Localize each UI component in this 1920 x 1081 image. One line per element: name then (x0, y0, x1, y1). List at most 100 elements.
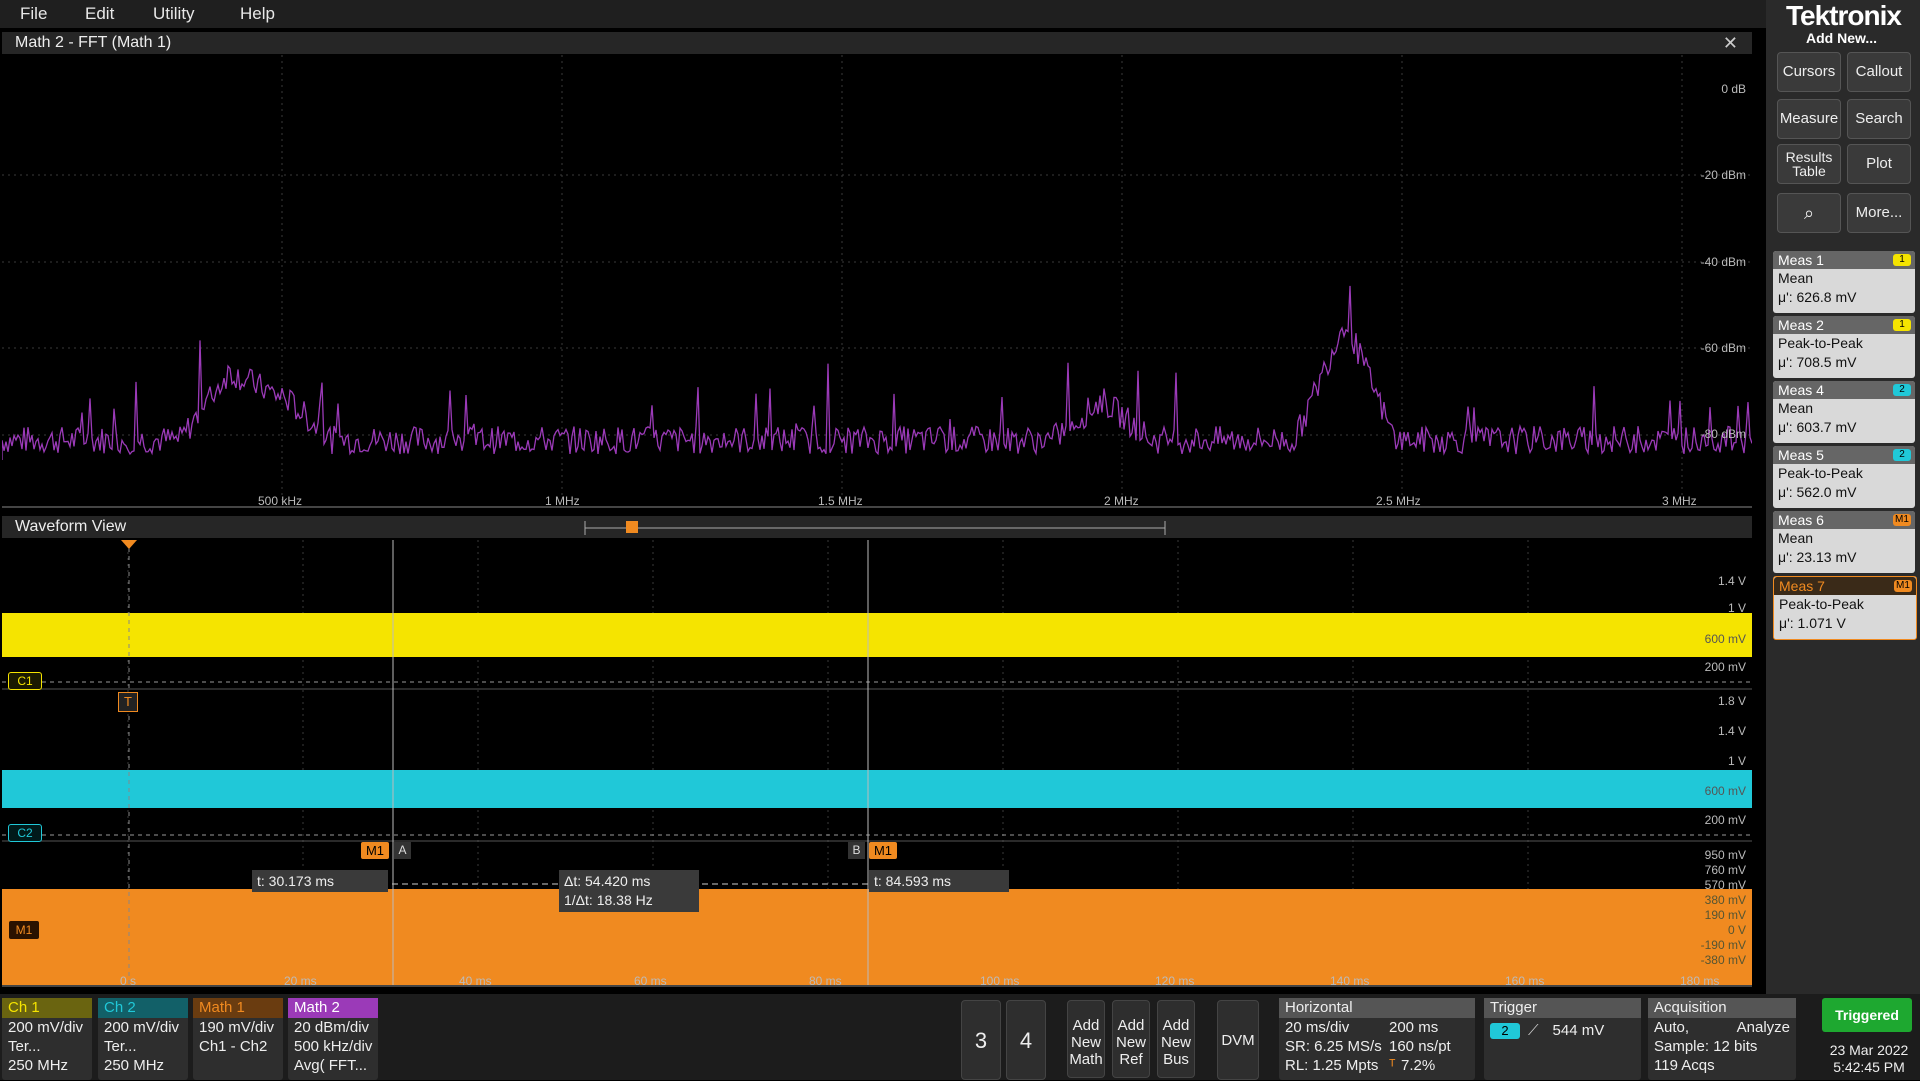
meas-5-name: Meas 5 (1778, 447, 1824, 463)
trigger-badge[interactable]: Trigger 2 ⟋ 544 mV (1484, 998, 1641, 1080)
m1-tag[interactable]: M1 (8, 920, 40, 940)
add-new-bus-button[interactable]: Add New Bus (1157, 1000, 1195, 1078)
add-math-l3: Math (1069, 1051, 1103, 1068)
ch1-ylabel-0: 1.4 V (1717, 574, 1746, 588)
meas-4-badge[interactable]: Meas 4 2 Mean μ': 603.7 mV (1773, 381, 1915, 443)
channel-4-button[interactable]: 4 (1006, 1000, 1046, 1080)
meas-1-source: 1 (1893, 254, 1911, 266)
ch1-badge-name: Ch 1 (2, 998, 92, 1018)
math1-badge-expr: Ch1 - Ch2 (199, 1038, 268, 1055)
meas-6-type: Mean (1778, 530, 1814, 546)
ch1-badge[interactable]: Ch 1 200 mV/div Ter... 250 MHz (2, 998, 92, 1080)
math2-badge-scale: 20 dBm/div (294, 1019, 370, 1036)
menu-help[interactable]: Help (240, 4, 275, 23)
ch2-ylabel-0: 1.8 V (1717, 694, 1746, 708)
measure-button[interactable]: Measure (1777, 99, 1841, 139)
horizontal-scale: 20 ms/div (1285, 1019, 1350, 1036)
fft-xlabel-5: 3 MHz (1662, 494, 1697, 508)
m1-ylabel-7: -380 mV (1700, 953, 1746, 967)
meas-1-type: Mean (1778, 270, 1814, 286)
waveform-plot[interactable] (2, 540, 1752, 992)
fft-ylabel-3: -60 dBm (1700, 341, 1746, 355)
close-icon[interactable]: ✕ (1722, 33, 1738, 53)
waveform-title: Waveform View (15, 518, 127, 535)
ch1-tag[interactable]: C1 (8, 672, 42, 690)
zoom-button[interactable]: ⌕ (1777, 193, 1841, 233)
ch2-badge-bw: 250 MHz (104, 1057, 165, 1074)
wave-xlabel-3: 60 ms (634, 974, 667, 988)
math2-badge-name: Math 2 (288, 998, 378, 1018)
ch1-badge-bw: 250 MHz (8, 1057, 69, 1074)
math1-badge[interactable]: Math 1 190 mV/div Ch1 - Ch2 (193, 998, 283, 1080)
wave-xlabel-5: 100 ms (980, 974, 1020, 988)
fft-xlabel-1: 1 MHz (545, 494, 580, 508)
callout-button[interactable]: Callout (1847, 52, 1911, 92)
math2-badge-expr: Avg( FFT... (294, 1057, 368, 1074)
more-button[interactable]: More... (1847, 193, 1911, 233)
m1-ylabel-4: 190 mV (1704, 908, 1746, 922)
cursors-button[interactable]: Cursors (1777, 52, 1841, 92)
add-ref-l3: Ref (1119, 1051, 1143, 1068)
horizontal-duration: 200 ms (1389, 1019, 1439, 1036)
math2-badge[interactable]: Math 2 20 dBm/div 500 kHz/div Avg( FFT..… (288, 998, 378, 1080)
meas-5-source: 2 (1893, 449, 1911, 461)
cursor-a-label[interactable]: A (394, 842, 411, 859)
wave-xlabel-9: 180 ms (1680, 974, 1720, 988)
meas-5-type: Peak-to-Peak (1778, 465, 1863, 481)
meas-6-name: Meas 6 (1778, 512, 1824, 528)
meas-2-badge[interactable]: Meas 2 1 Peak-to-Peak μ': 708.5 mV (1773, 316, 1915, 378)
add-ref-l1: Add (1117, 1017, 1145, 1034)
trigger-level: 544 mV (1552, 1022, 1605, 1039)
ch1-badge-term: Ter... (8, 1038, 41, 1055)
meas-2-name: Meas 2 (1778, 317, 1824, 333)
search-button[interactable]: Search (1847, 99, 1911, 139)
fft-ylabel-1: -20 dBm (1700, 168, 1746, 182)
cursor-b-label[interactable]: B (848, 842, 865, 859)
ch2-tag[interactable]: C2 (8, 824, 42, 842)
ch1-ylabel-2: 600 mV (1704, 632, 1746, 646)
dvm-button[interactable]: DVM (1217, 1000, 1259, 1080)
trigger-tag[interactable]: T (118, 692, 138, 712)
horizontal-badge[interactable]: Horizontal 20 ms/div 200 ms SR: 6.25 MS/s… (1279, 998, 1475, 1080)
acquisition-sample: Sample: 12 bits (1654, 1038, 1758, 1055)
wave-xlabel-6: 120 ms (1155, 974, 1195, 988)
waveform-panel-header[interactable]: Waveform View (2, 516, 1752, 538)
inverse-delta-t: 1/Δt: 18.38 Hz (564, 892, 653, 908)
meas-6-badge[interactable]: Meas 6 M1 Mean μ': 23.13 mV (1773, 511, 1915, 573)
trigger-title: Trigger (1484, 998, 1641, 1018)
math1-badge-scale: 190 mV/div (199, 1019, 275, 1036)
cursor-a-m1-tag: M1 (361, 842, 389, 859)
add-new-ref-button[interactable]: Add New Ref (1112, 1000, 1150, 1078)
fft-plot[interactable] (2, 55, 1752, 510)
acquisition-badge[interactable]: Acquisition Auto, Analyze Sample: 12 bits… (1648, 998, 1796, 1080)
trigger-position-icon: ᵀ (1389, 1057, 1396, 1074)
plot-button[interactable]: Plot (1847, 144, 1911, 184)
menu-utility[interactable]: Utility (153, 4, 195, 23)
m1-ylabel-3: 380 mV (1704, 893, 1746, 907)
fft-panel-header[interactable]: Math 2 - FFT (Math 1) ✕ (2, 32, 1752, 54)
meas-1-badge[interactable]: Meas 1 1 Mean μ': 626.8 mV (1773, 251, 1915, 313)
add-new-label: Add New... (1806, 30, 1878, 46)
ch2-ylabel-1: 1.4 V (1717, 724, 1746, 738)
horizontal-resolution: 160 ns/pt (1389, 1038, 1451, 1055)
fft-title: Math 2 - FFT (Math 1) (15, 34, 172, 51)
meas-4-source: 2 (1893, 384, 1911, 396)
add-new-math-button[interactable]: Add New Math (1067, 1000, 1105, 1078)
zoom-overview-bar[interactable] (580, 518, 1170, 538)
m1-ylabel-0: 950 mV (1704, 848, 1746, 862)
trigger-status-indicator[interactable]: Triggered (1822, 998, 1912, 1032)
horizontal-title: Horizontal (1279, 998, 1475, 1018)
trigger-position-marker (121, 540, 137, 549)
cursor-b-m1-tag: M1 (869, 842, 897, 859)
m1-ylabel-6: -190 mV (1700, 938, 1746, 952)
channel-3-button[interactable]: 3 (961, 1000, 1001, 1080)
m1-ylabel-5: 0 V (1727, 923, 1746, 937)
menu-file[interactable]: File (20, 4, 48, 23)
ch2-badge[interactable]: Ch 2 200 mV/div Ter... 250 MHz (98, 998, 188, 1080)
meas-5-badge[interactable]: Meas 5 2 Peak-to-Peak μ': 562.0 mV (1773, 446, 1915, 508)
results-table-button[interactable]: Results Table (1777, 144, 1841, 184)
meas-7-badge[interactable]: Meas 7 M1 Peak-to-Peak μ': 1.071 V (1773, 576, 1917, 640)
delta-t: Δt: 54.420 ms (564, 873, 651, 889)
menu-edit[interactable]: Edit (85, 4, 115, 23)
meas-4-type: Mean (1778, 400, 1814, 416)
